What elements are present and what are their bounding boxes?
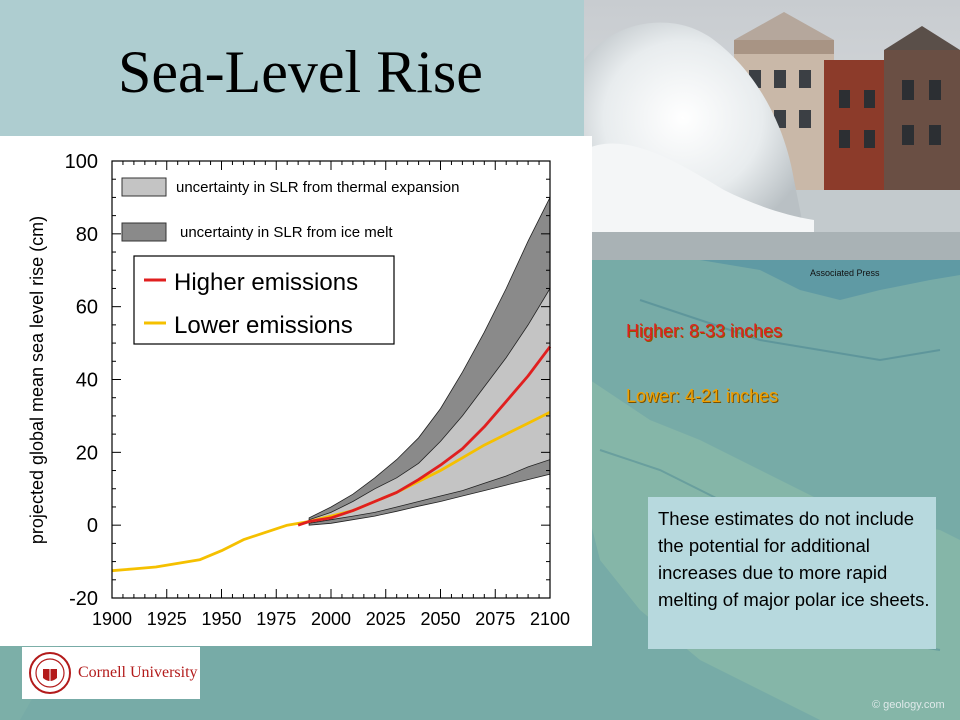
series-line-higher: [297, 345, 552, 527]
legend-swatch-ice: [121, 222, 167, 242]
y-tick-label: 0: [87, 515, 98, 537]
series-line-lower: [111, 411, 551, 573]
cornell-seal-icon: [29, 652, 71, 694]
band-legend: uncertainty in SLR from thermal expansio…: [121, 177, 459, 242]
y-tick-label: 40: [76, 370, 98, 392]
storm-wave-photo: [584, 0, 960, 260]
note-text: These estimates do not include the poten…: [658, 508, 930, 610]
x-tick-label: 2000: [311, 609, 351, 629]
y-tick-label: 80: [76, 224, 98, 246]
legend-label-higher: Higher emissions: [174, 269, 358, 296]
sea-level-chart: projected global mean sea level rise (cm…: [0, 136, 592, 646]
higher-range-text: Higher: 8-33 inches: [626, 321, 783, 341]
lower-range-text: Lower: 4-21 inches: [626, 386, 779, 406]
legend-label-lower: Lower emissions: [174, 312, 353, 339]
x-tick-label: 1975: [256, 609, 296, 629]
logo-text: Cornell University: [78, 664, 198, 681]
note-box: These estimates do not include the poten…: [648, 497, 936, 649]
x-tick-label: 2100: [530, 609, 570, 629]
x-tick-label: 1900: [92, 609, 132, 629]
emissions-legend: Higher emissions Lower emissions: [133, 255, 395, 345]
y-tick-label: 20: [76, 442, 98, 464]
x-tick-label: 1925: [147, 609, 187, 629]
y-axis-title: projected global mean sea level rise (cm…: [27, 216, 47, 544]
photo-credit: Associated Press: [810, 268, 880, 278]
copyright-text: © geology.com: [872, 699, 945, 711]
x-tick-label: 1950: [201, 609, 241, 629]
x-tick-label: 2025: [366, 609, 406, 629]
y-tick-label: -20: [69, 588, 98, 610]
legend-label-ice: uncertainty in SLR from ice melt: [180, 224, 393, 241]
legend-swatch-thermal: [121, 177, 167, 197]
y-tick-label: 60: [76, 297, 98, 319]
legend-label-thermal: uncertainty in SLR from thermal expansio…: [176, 179, 459, 196]
y-tick-label: 100: [65, 151, 98, 173]
cornell-logo: Cornell University: [22, 647, 200, 699]
title-band: [0, 0, 592, 136]
x-tick-label: 2075: [475, 609, 515, 629]
x-tick-label: 2050: [420, 609, 460, 629]
slide-title: Sea-Level Rise: [118, 39, 483, 105]
